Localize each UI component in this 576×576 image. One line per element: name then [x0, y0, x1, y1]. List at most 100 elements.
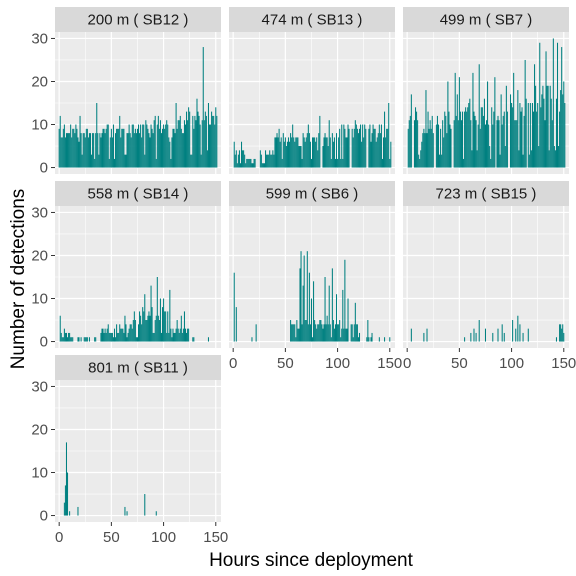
- bar: [347, 298, 349, 342]
- bar: [564, 103, 566, 168]
- bar: [473, 328, 475, 342]
- bar: [205, 115, 207, 168]
- bar: [184, 328, 187, 342]
- bar: [327, 324, 329, 342]
- bar: [250, 158, 252, 168]
- bar: [319, 320, 321, 342]
- bar: [448, 111, 450, 168]
- bar: [259, 150, 261, 168]
- bar: [361, 141, 363, 168]
- bar: [76, 128, 78, 168]
- bar: [356, 324, 358, 342]
- bar: [270, 154, 272, 168]
- bar: [190, 154, 192, 168]
- bar: [489, 146, 491, 168]
- bar: [325, 324, 327, 342]
- bar: [169, 289, 171, 342]
- bar: [140, 124, 142, 168]
- facet-strip-label: 499 m ( SB7 ): [440, 12, 533, 29]
- bar: [77, 506, 79, 516]
- bar: [275, 137, 277, 168]
- bar: [296, 320, 298, 342]
- bar: [563, 81, 565, 168]
- bar: [125, 154, 127, 168]
- bar: [64, 332, 66, 342]
- bar: [106, 124, 108, 168]
- bar: [313, 281, 315, 342]
- bar: [166, 332, 168, 342]
- bar: [316, 137, 318, 168]
- bar: [294, 141, 296, 168]
- bar: [103, 128, 105, 168]
- bar: [141, 137, 143, 168]
- bar: [146, 320, 148, 342]
- bar: [125, 324, 127, 342]
- bar: [322, 146, 324, 168]
- bar: [440, 128, 442, 168]
- bar: [83, 133, 85, 168]
- bar: [517, 90, 519, 168]
- bar: [107, 124, 109, 168]
- bar: [99, 133, 101, 168]
- bar: [77, 137, 79, 168]
- bar: [160, 332, 163, 342]
- y-tick-label: 10: [31, 291, 48, 308]
- bar: [316, 328, 318, 342]
- y-tick-label: 30: [31, 30, 48, 47]
- bar: [130, 324, 132, 342]
- bar: [464, 111, 466, 168]
- bar: [338, 324, 340, 342]
- bar: [479, 128, 481, 168]
- bar: [530, 150, 532, 168]
- bar: [333, 328, 335, 342]
- bar: [177, 328, 179, 342]
- bar: [60, 137, 62, 168]
- x-tick-label: 50: [103, 529, 120, 546]
- bar: [562, 94, 564, 168]
- bar: [151, 128, 153, 168]
- bar: [417, 120, 419, 168]
- bar: [204, 111, 206, 168]
- bar: [163, 124, 165, 168]
- bar: [550, 98, 552, 168]
- bar: [145, 320, 147, 342]
- bar: [79, 115, 81, 168]
- bar: [419, 158, 421, 168]
- bar: [443, 137, 445, 168]
- bar: [297, 328, 299, 342]
- bar: [197, 111, 199, 168]
- x-tick-label: 0: [55, 529, 63, 546]
- bar: [131, 124, 133, 168]
- facet-strip: [55, 7, 221, 32]
- bar: [560, 90, 562, 168]
- bar: [142, 124, 144, 168]
- bar: [148, 133, 150, 168]
- bar: [327, 146, 329, 168]
- bar: [497, 328, 499, 342]
- facet-strip-label: 558 m ( SB14 ): [88, 186, 189, 203]
- facet-strip-label: 599 m ( SB6 ): [266, 186, 359, 203]
- bar: [430, 128, 432, 168]
- bar: [87, 137, 89, 168]
- bar: [278, 128, 280, 168]
- bar: [475, 332, 477, 342]
- bar: [336, 133, 338, 168]
- facet-panel: 558 m ( SB14 ) 0 10 20 30: [31, 181, 221, 351]
- bar: [418, 154, 420, 168]
- bar: [135, 337, 137, 342]
- bar: [67, 472, 69, 516]
- bar: [549, 85, 551, 168]
- bar: [474, 115, 476, 168]
- bar: [133, 311, 135, 342]
- bar: [502, 115, 504, 168]
- bar: [473, 111, 475, 168]
- bar: [355, 324, 357, 342]
- bar: [144, 294, 146, 342]
- bar: [505, 85, 507, 168]
- bar: [128, 124, 130, 168]
- bar: [300, 146, 302, 168]
- bar: [334, 158, 337, 168]
- bar: [511, 103, 513, 168]
- bar: [409, 115, 411, 168]
- bar: [457, 120, 459, 168]
